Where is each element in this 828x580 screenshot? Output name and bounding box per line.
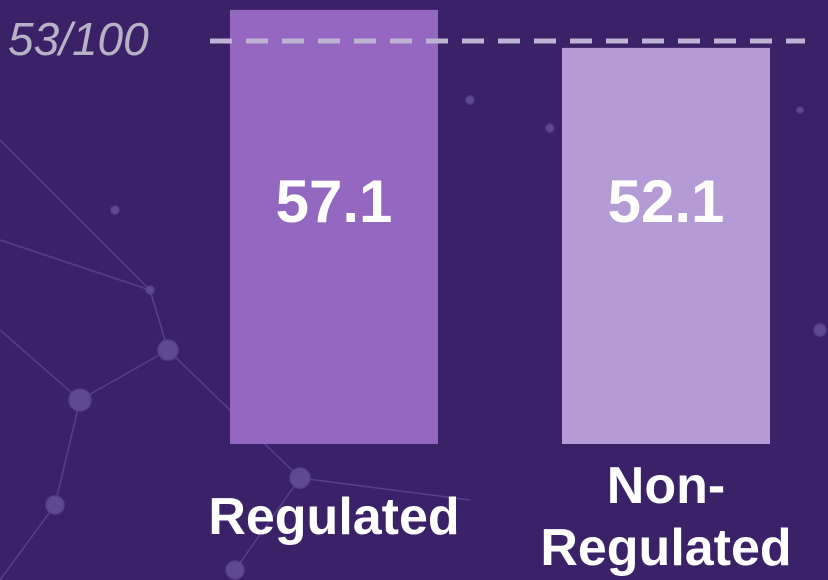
category-label: Regulated [189,455,479,579]
bar [562,48,770,444]
value-label: 57.1 [276,168,393,235]
category-label: Non-Regulated [521,455,811,579]
chart: 57.1 52.1 53/100 Regulated Non-Regulated [0,0,828,580]
reference-label: 53/100 [8,13,149,65]
value-label: 52.1 [608,168,725,235]
